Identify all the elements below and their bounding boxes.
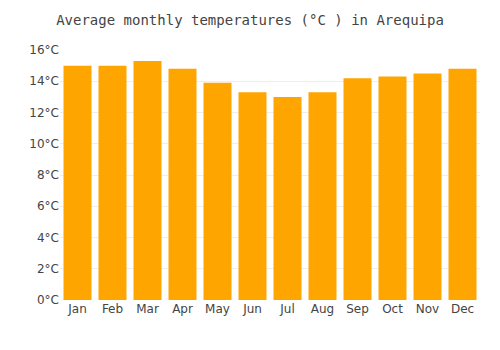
svg-text:14°C: 14°C xyxy=(29,74,59,88)
svg-text:Mar: Mar xyxy=(136,302,159,316)
svg-text:May: May xyxy=(205,302,230,316)
svg-text:Jan: Jan xyxy=(67,302,87,316)
svg-text:Nov: Nov xyxy=(416,302,439,316)
svg-text:Jul: Jul xyxy=(279,302,294,316)
svg-text:Feb: Feb xyxy=(102,302,123,316)
svg-text:8°C: 8°C xyxy=(37,168,59,182)
svg-text:Oct: Oct xyxy=(382,302,403,316)
svg-text:0°C: 0°C xyxy=(37,293,59,307)
svg-text:4°C: 4°C xyxy=(37,231,59,245)
svg-text:2°C: 2°C xyxy=(37,262,59,276)
svg-text:Dec: Dec xyxy=(451,302,474,316)
svg-text:10°C: 10°C xyxy=(29,137,59,151)
svg-text:12°C: 12°C xyxy=(29,106,59,120)
svg-text:Aug: Aug xyxy=(311,302,334,316)
svg-text:Average monthly temperatures (: Average monthly temperatures (°C ) in Ar… xyxy=(56,12,444,28)
svg-text:16°C: 16°C xyxy=(29,43,59,57)
svg-text:6°C: 6°C xyxy=(37,199,59,213)
svg-text:Jun: Jun xyxy=(242,302,262,316)
svg-text:Sep: Sep xyxy=(346,302,369,316)
svg-text:Apr: Apr xyxy=(172,302,193,316)
